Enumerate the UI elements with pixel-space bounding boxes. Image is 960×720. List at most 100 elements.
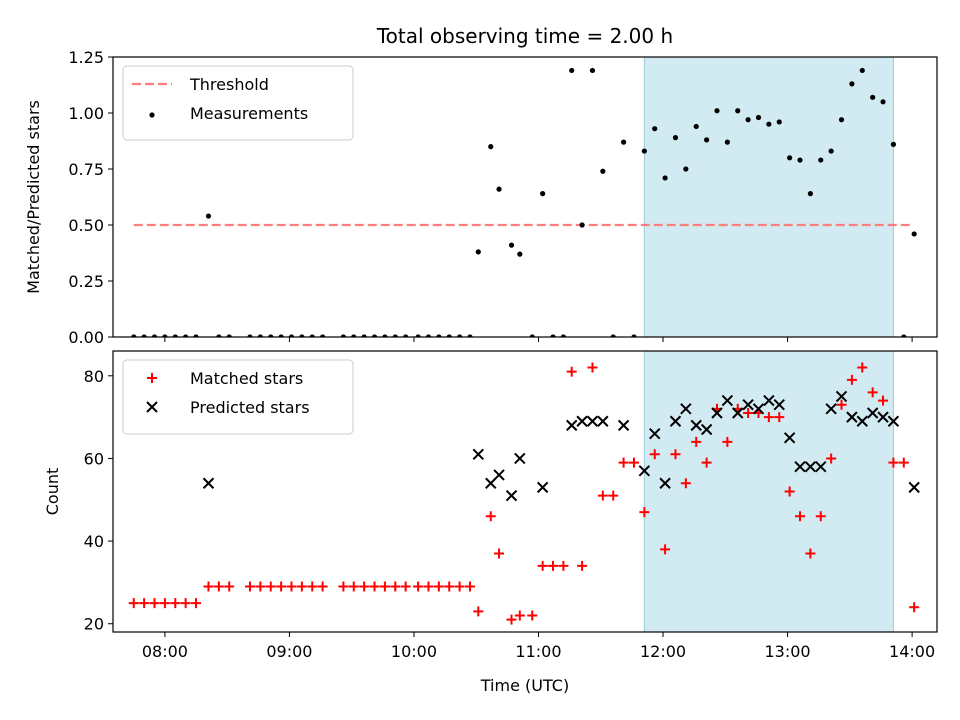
measurement-point [766,121,772,127]
measurement-point [550,334,556,337]
matched-star-point [618,457,629,468]
matched-star-point [224,581,235,592]
measurement-point [620,139,627,145]
x-axis-label: Time (UTC) [480,676,569,695]
measurement-point [911,231,917,237]
predicted-star-point [908,481,920,494]
measurement-point [467,334,473,337]
measurement-point [320,334,326,337]
predicted-star-point [680,403,692,415]
matched-star-point [423,581,434,592]
matched-star-point [836,399,847,410]
matched-star-point [909,602,920,613]
predicted-star-point [877,411,889,423]
measurement-point [714,108,720,114]
predicted-star-point [835,390,848,403]
matched-star-point [558,560,569,571]
predicted-star-point [752,403,765,415]
matched-star-point [473,606,484,617]
measurement-point [205,213,212,219]
predicted-star-point [472,448,485,461]
measurement-point [672,135,679,141]
measurement-point [488,144,494,150]
y-tick-label: 0.50 [68,216,104,235]
matched-star-point [722,436,733,447]
matched-star-point [286,581,297,592]
measurement-point [309,334,315,337]
matched-star-point [628,457,639,468]
measurement-point [787,155,793,161]
measurement-point [652,126,658,132]
measurement-point [457,334,463,337]
measurement-point [162,334,168,337]
legend-measurement-swatch [149,112,155,118]
measurement-point [183,334,189,337]
predicted-star-point [617,419,630,432]
measurement-point [131,334,137,337]
predicted-star-point [638,465,651,477]
measurement-point [745,117,751,123]
matched-star-point [888,457,899,468]
predicted-star-point [887,415,900,427]
matched-star-point [670,449,681,460]
chart-title: Total observing time = 2.00 h [376,24,673,48]
measurement-point [662,175,668,181]
measurement-point [475,249,481,255]
legend-label: Matched stars [190,369,303,388]
predicted-star-point [576,415,588,427]
measurement-point [704,137,710,143]
y-tick-label: 0.75 [68,160,104,179]
plot-area [131,57,917,337]
matched-star-point [180,598,191,609]
measurement-point [735,108,741,114]
matched-star-point [680,478,691,489]
predicted-star-point [669,415,682,427]
measurement-point [403,334,409,337]
highlight-span [643,351,894,632]
matched-star-point [691,436,702,447]
measurement-point [880,99,886,105]
predicted-star-point [597,415,609,427]
matched-star-point [701,457,712,468]
measurement-point [257,334,263,337]
predicted-star-point [825,403,837,415]
predicted-star-point [742,399,754,411]
matched-star-point [400,581,411,592]
matched-star-point [244,581,255,592]
predicted-star-point [649,427,661,440]
measurement-point [724,139,730,145]
measurement-point [776,119,782,125]
matched-star-point [203,581,214,592]
matched-star-point [485,511,496,522]
predicted-star-point [773,399,785,411]
predicted-star-point [700,423,713,436]
measurement-point [216,334,222,337]
measurement-point [446,334,452,337]
matched-star-point [464,581,475,592]
matched-star-point [433,581,444,592]
measurement-point [529,334,535,337]
measurement-point [193,334,199,337]
matched-star-point [139,598,150,609]
measurement-point [496,186,502,192]
matched-star-point [548,560,559,571]
matched-star-point [338,581,349,592]
measurement-point [141,334,147,337]
predicted-star-point [815,460,827,473]
predicted-star-point [493,469,505,481]
legend: Threshold Measurements [122,65,354,141]
matched-star-point [660,544,671,555]
measurement-point [278,334,284,337]
y-tick-label: 20 [84,615,104,634]
x-tick-label: 14:00 [889,642,935,661]
matched-star-point [454,581,465,592]
measurement-point [247,334,253,337]
matched-star-point [494,548,505,559]
legend-box [122,65,354,141]
matched-star-point [805,548,816,559]
measurement-point [172,334,178,337]
x-tick-label: 12:00 [640,642,686,661]
measurement-point [849,81,855,87]
top-panel: 0.00 0.25 0.50 0.75 1.00 1.25 Matched/Predicte… [24,48,938,347]
matched-star-point [390,581,401,592]
